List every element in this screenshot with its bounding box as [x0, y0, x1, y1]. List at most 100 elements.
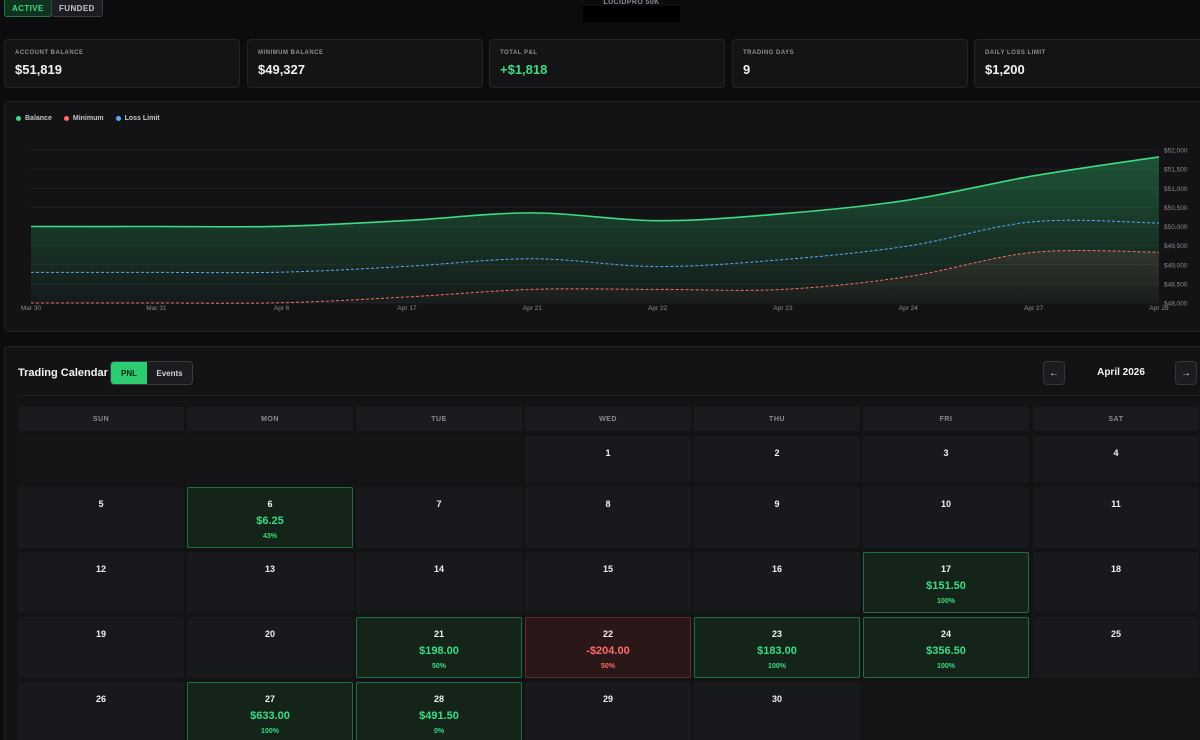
day-number: 6	[267, 499, 273, 509]
calendar-day-21[interactable]: 21 $198.00 50%	[356, 617, 522, 678]
calendar-day-17[interactable]: 17 $151.50 100%	[863, 552, 1029, 613]
calendar-day-6[interactable]: 6 $6.25 43%	[187, 487, 353, 548]
chart-legend: Balance Minimum Loss Limit	[16, 115, 160, 122]
calendar-day-19[interactable]: 19	[18, 617, 184, 678]
y-tick-label: $52,000	[1164, 148, 1188, 155]
day-number: 28	[433, 694, 444, 704]
legend-item-balance: Balance	[16, 115, 52, 122]
calendar-day-20[interactable]: 20	[187, 617, 353, 678]
calendar-day-15[interactable]: 15	[525, 552, 691, 613]
y-tick-label: $48,500	[1164, 281, 1188, 288]
prev-month-button[interactable]: ←	[1043, 361, 1065, 385]
calendar-day-25[interactable]: 25	[1033, 617, 1199, 678]
legend-item-loss-limit: Loss Limit	[115, 115, 160, 122]
calendar-day-24[interactable]: 24 $356.50 100%	[863, 617, 1029, 678]
x-tick-label: Apr 21	[523, 305, 543, 312]
day-number: 27	[264, 694, 275, 704]
calendar-day-30[interactable]: 30	[694, 682, 860, 740]
stat-label: DAILY LOSS LIMIT	[985, 50, 1046, 56]
calendar-day-29[interactable]: 29	[525, 682, 691, 740]
legend-label: Loss Limit	[124, 115, 160, 122]
minimum-line	[30, 250, 1160, 304]
mode-events-button[interactable]: Events	[147, 362, 192, 384]
balance-line	[30, 156, 1160, 228]
y-tick-label: $48,000	[1164, 301, 1188, 308]
calendar-day-22[interactable]: 22 -$204.00 50%	[525, 617, 691, 678]
month-label: April 2026	[1097, 367, 1145, 378]
weekday-header: SAT	[1033, 407, 1199, 431]
day-number: 25	[1110, 629, 1121, 639]
day-win-rate: 100%	[261, 728, 279, 735]
calendar-day-16[interactable]: 16	[694, 552, 860, 613]
day-number: 24	[940, 629, 951, 639]
calendar-day-28[interactable]: 28 $491.50 0%	[356, 682, 522, 740]
day-number: 29	[602, 694, 613, 704]
stat-value: 9	[743, 62, 751, 77]
next-month-button[interactable]: →	[1175, 361, 1197, 385]
y-tick-label: $51,000	[1164, 186, 1188, 193]
tab-funded[interactable]: FUNDED	[51, 0, 103, 17]
legend-item-minimum: Minimum	[63, 115, 104, 122]
calendar-empty-cell	[187, 436, 353, 482]
weekday-header: TUE	[356, 407, 522, 431]
account-name: LUCIDPRO 50K	[603, 0, 660, 6]
day-number: 14	[433, 564, 444, 574]
day-number: 16	[771, 564, 782, 574]
day-pnl: -$204.00	[586, 645, 630, 657]
divider	[18, 395, 1200, 396]
stats-row: ACCOUNT BALANCE $51,819 MINIMUM BALANCE …	[4, 39, 1200, 88]
day-win-rate: 100%	[937, 598, 955, 605]
balance-chart[interactable]: $52,000 $51,500 $51,000 $50,500 $50,000 $49,5…	[5, 102, 1200, 333]
calendar-day-10[interactable]: 10	[863, 487, 1029, 548]
tab-active[interactable]: ACTIVE	[4, 0, 52, 17]
day-number: 17	[940, 564, 951, 574]
x-tick-label: Apr 27	[1024, 305, 1044, 312]
day-win-rate: 100%	[937, 663, 955, 670]
y-tick-label: $49,500	[1164, 243, 1188, 250]
calendar-day-11[interactable]: 11	[1033, 487, 1199, 548]
weekday-header: FRI	[863, 407, 1029, 431]
day-win-rate: 50%	[600, 663, 615, 670]
day-pnl: $183.00	[757, 645, 797, 657]
weekday-header: SUN	[18, 407, 184, 431]
day-number: 12	[95, 564, 106, 574]
day-number: 26	[95, 694, 106, 704]
day-number: 19	[95, 629, 106, 639]
day-win-rate: 50%	[431, 663, 446, 670]
day-win-rate: 100%	[768, 663, 786, 670]
mode-pnl-button[interactable]: PNL	[111, 362, 147, 384]
calendar-day-3[interactable]: 3	[863, 436, 1029, 482]
stat-trading-days: TRADING DAYS 9	[732, 39, 968, 88]
day-number: 11	[1111, 499, 1121, 509]
day-number: 4	[1113, 448, 1119, 458]
calendar-day-26[interactable]: 26	[18, 682, 184, 740]
x-tick-label: Apr 24	[899, 305, 919, 312]
y-tick-label: $49,000	[1164, 262, 1188, 269]
stat-value: $1,200	[985, 62, 1025, 77]
weekday-header: THU	[694, 407, 860, 431]
calendar-day-23[interactable]: 23 $183.00 100%	[694, 617, 860, 678]
day-pnl: $198.00	[419, 645, 459, 657]
day-number: 23	[771, 629, 782, 639]
calendar-day-1[interactable]: 1	[525, 436, 691, 482]
calendar-day-13[interactable]: 13	[187, 552, 353, 613]
weekday-header: WED	[525, 407, 691, 431]
redacted-account-id	[583, 6, 680, 22]
calendar-day-8[interactable]: 8	[525, 487, 691, 548]
calendar-day-4[interactable]: 4	[1033, 436, 1199, 482]
calendar-day-18[interactable]: 18	[1033, 552, 1199, 613]
calendar-day-5[interactable]: 5	[18, 487, 184, 548]
calendar-day-2[interactable]: 2	[694, 436, 860, 482]
stat-label: TRADING DAYS	[743, 50, 795, 56]
calendar-day-12[interactable]: 12	[18, 552, 184, 613]
day-number: 22	[602, 629, 613, 639]
legend-label: Minimum	[72, 115, 104, 122]
calendar-day-27[interactable]: 27 $633.00 100%	[187, 682, 353, 740]
calendar-day-14[interactable]: 14	[356, 552, 522, 613]
calendar-day-9[interactable]: 9	[694, 487, 860, 548]
x-tick-label: Apr 17	[397, 305, 417, 312]
day-pnl: $151.50	[926, 580, 966, 592]
calendar-title: Trading Calendar	[18, 367, 108, 379]
calendar-day-7[interactable]: 7	[356, 487, 522, 548]
y-tick-label: $51,500	[1164, 167, 1188, 174]
